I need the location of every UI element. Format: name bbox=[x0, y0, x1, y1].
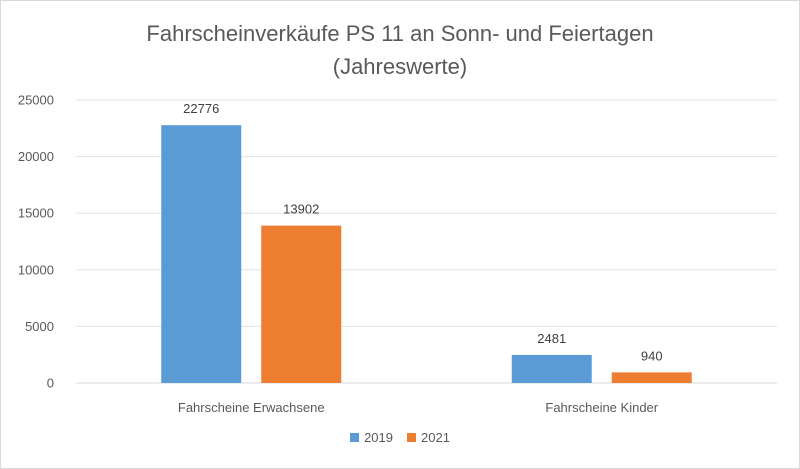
data-label: 940 bbox=[641, 348, 663, 363]
y-tick-label: 5000 bbox=[25, 319, 54, 334]
x-category-label: Fahrscheine Erwachsene bbox=[178, 400, 325, 415]
y-tick-label: 10000 bbox=[18, 262, 54, 277]
x-category-label: Fahrscheine Kinder bbox=[545, 400, 658, 415]
y-tick-label: 0 bbox=[47, 376, 54, 391]
data-label: 22776 bbox=[183, 101, 219, 116]
y-tick-label: 15000 bbox=[18, 206, 54, 221]
y-tick-label: 20000 bbox=[18, 149, 54, 164]
chart-title: Fahrscheinverkäufe PS 11 an Sonn- und Fe… bbox=[146, 21, 654, 46]
data-label: 2481 bbox=[537, 331, 566, 346]
data-label: 13902 bbox=[283, 202, 319, 217]
bar-2019-1 bbox=[511, 354, 592, 383]
legend-swatch-2021 bbox=[407, 433, 416, 442]
bar-2021-1 bbox=[611, 372, 692, 383]
bar-2019-0 bbox=[161, 125, 242, 383]
legend-label-2019: 2019 bbox=[364, 430, 393, 445]
y-tick-label: 25000 bbox=[18, 93, 54, 108]
bar-2021-0 bbox=[261, 225, 342, 383]
legend-label-2021: 2021 bbox=[421, 430, 450, 445]
legend-item-2019: 2019 bbox=[350, 430, 393, 445]
legend-item-2021: 2021 bbox=[407, 430, 450, 445]
legend: 2019 2021 bbox=[0, 430, 800, 445]
legend-swatch-2019 bbox=[350, 433, 360, 442]
chart-subtitle: (Jahreswerte) bbox=[332, 54, 468, 79]
